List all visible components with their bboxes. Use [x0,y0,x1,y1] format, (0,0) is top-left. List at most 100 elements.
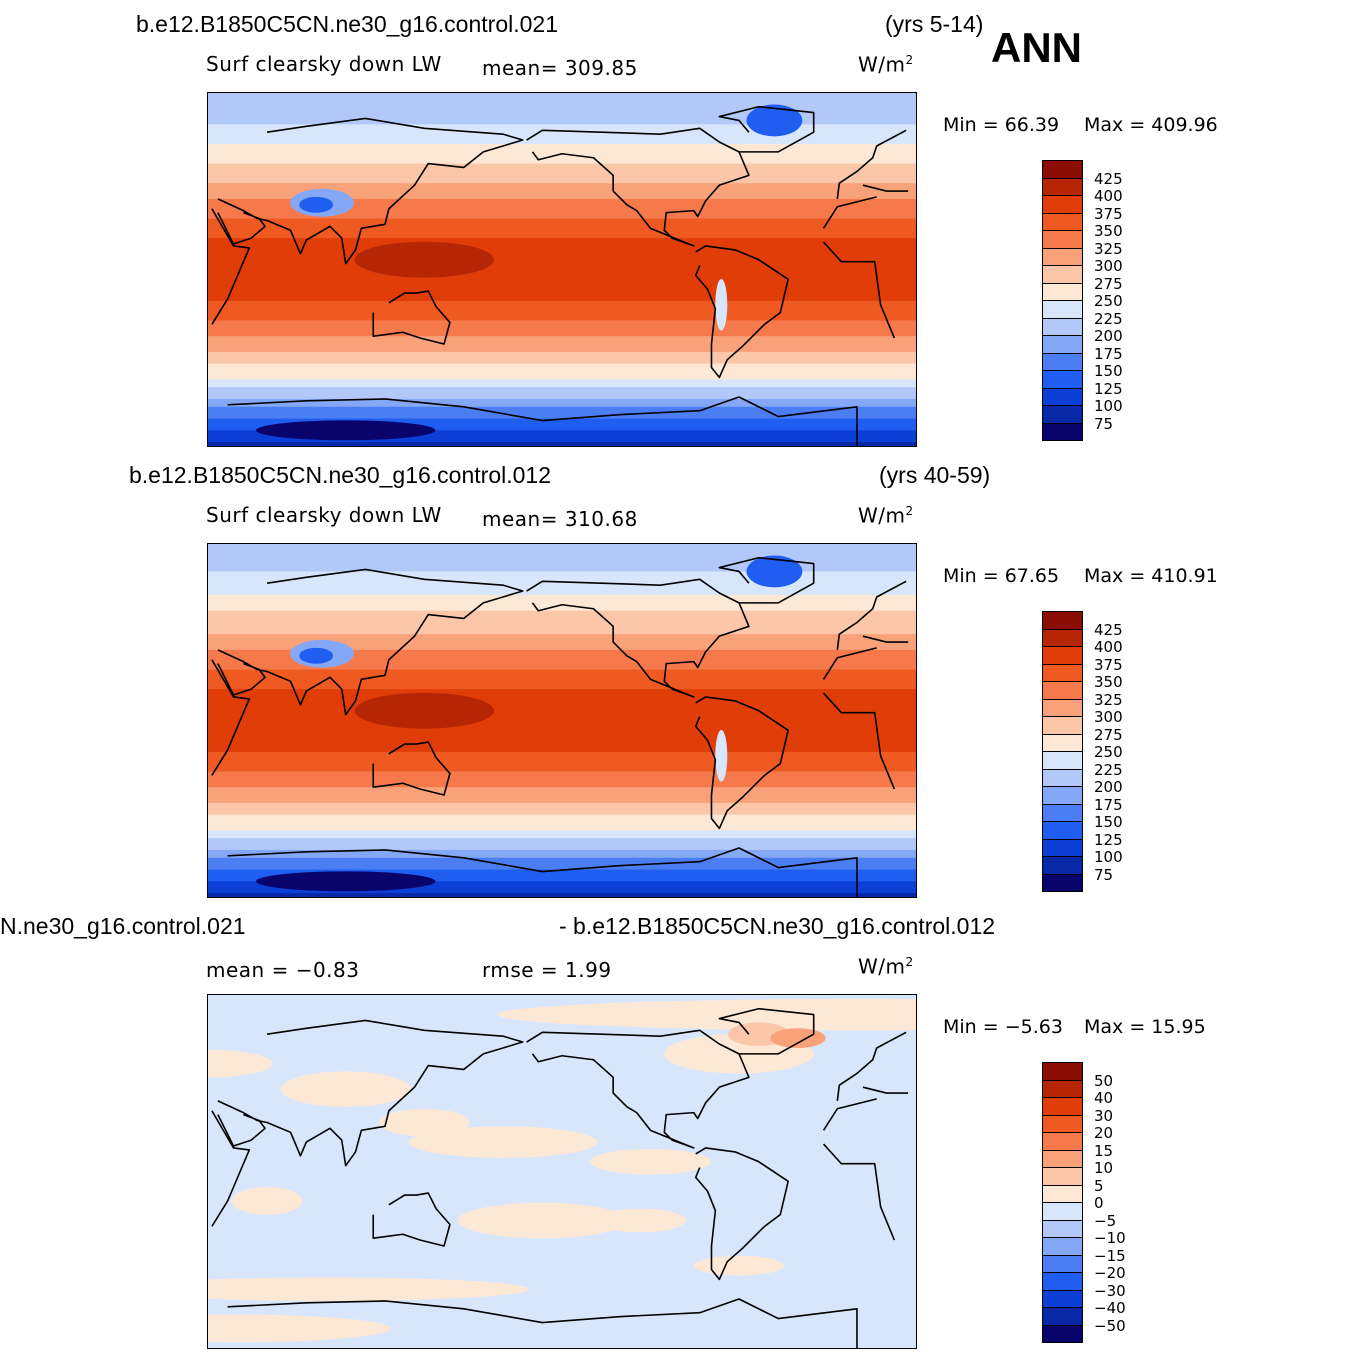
panel1-band [208,269,916,275]
panel2-colorbar-box [1042,733,1083,752]
panel2-band [208,822,916,827]
panel3-colorbar-label: −40 [1094,1299,1126,1317]
panel2-colorbar-label: 175 [1094,795,1123,814]
panel3-anomaly-patch [457,1202,627,1239]
panel2-band [208,826,916,831]
panel2-band [208,751,916,757]
panel3-colorbar-box [1042,1062,1083,1081]
panel1-band [208,214,916,220]
panel1-colorbar-label: 150 [1094,362,1123,380]
panel1-band [208,371,916,376]
panel2-colorbar-box [1042,681,1083,700]
panel2-band [208,775,916,780]
panel1-greenland-low [746,104,803,137]
panel2-colorbar-label: 250 [1094,743,1123,761]
panel2-field [208,544,916,897]
panel2-colorbar-label: 200 [1094,778,1123,796]
panel1-band [208,387,916,392]
panel2-band [208,795,916,800]
panel1-band [208,187,916,192]
panel3-coastline [217,1113,266,1147]
panel1-band [208,316,916,322]
panel2-band [208,763,916,769]
panel1-band [208,308,916,314]
panel1-tibet-core [299,196,334,213]
panel1-band [208,383,916,388]
panel2-colorbar-box [1042,873,1083,892]
panel1-band [208,234,916,239]
panel2-colorbar-box [1042,646,1083,665]
panel3-case-left: N.ne30_g16.control.021 [0,913,246,939]
panel1-band [208,238,916,243]
panel2-max: Max = 410.91 [1084,565,1218,587]
panel3-max: Max = 15.95 [1084,1016,1206,1038]
panel2-band [208,846,916,851]
panel1-band [208,300,916,306]
panel1-colorbar-label: 225 [1094,309,1123,328]
panel2-band [208,740,916,745]
panel2-colorbar-box [1042,803,1083,822]
panel1-colorbar-box [1042,370,1083,389]
panel3-case-right: - b.e12.B1850C5CN.ne30_g16.control.012 [559,913,996,939]
panel1-band [208,434,916,439]
panel1-band [208,179,916,184]
panel1-band [208,293,916,298]
panel2-colorbar-box [1042,786,1083,805]
panel2-coastline [211,647,896,790]
panel3-anomaly-patch [280,1071,411,1107]
panel2-coastline [217,568,909,716]
panel3-coastline [694,1147,789,1281]
panel1-colorbar-box [1042,335,1083,354]
panel1-colorbar-box [1042,387,1083,406]
panel1-band [208,351,916,357]
panel2-colorbar-label: 400 [1094,638,1123,656]
season-label: ANN [991,24,1082,71]
panel3-colorbar-box [1042,1114,1083,1133]
panel3-anomaly-patch [208,1277,529,1301]
panel3-colorbar: 50 40 30 20 15 10 5 0 −5 −10 −15 −20 −30 −40 −50 [1042,1062,1126,1343]
panel2-band [208,594,916,600]
panel1-band [208,410,916,416]
panel2-band [208,649,916,655]
panel1-colorbar-label: 350 [1094,222,1123,240]
panel1-band [208,96,916,102]
panel2-band [208,669,916,675]
panel1-band [208,175,916,180]
panel3-colorbar-box [1042,1324,1083,1343]
panel1-band [208,355,916,361]
panel2-band [208,889,916,894]
panel2-colorbar-box [1042,628,1083,647]
panel2-band [208,693,916,698]
panel3-colorbar-label: −20 [1094,1264,1126,1282]
panel2-colorbar-label: 225 [1094,760,1123,779]
panel2-band [208,744,916,749]
panel1-colorbar-label: 375 [1094,204,1123,223]
panel1-case-title: b.e12.B1850C5CN.ne30_g16.control.021 [136,11,558,37]
panel1-band [208,296,916,302]
panel2-band [208,547,916,553]
panel1-band [208,206,916,212]
panel2-band [208,861,916,867]
panel2-band [208,700,916,706]
panel1-band [208,406,916,412]
panel2-colorbar: 425 400 375 350 325 300 275 250 225 200 175 150 125 1… [1042,611,1123,892]
panel1-colorbar-label: 325 [1094,239,1123,258]
panel2-band [208,645,916,651]
panel3-colorbar-label: 15 [1094,1141,1114,1160]
panel3-min: Min = −5.63 [943,1016,1063,1038]
panel1-band [208,198,916,204]
panel2-antarctic-low [255,871,436,892]
panel2-colorbar-label: 125 [1094,830,1123,849]
panel1-band [208,438,916,443]
panel2-colorbar-label: 100 [1094,848,1123,866]
panel2-band [208,657,916,663]
panel1-band [208,422,916,427]
panel1-coastline [372,290,451,345]
panel3-rmse: rmse = 1.99 [482,958,612,982]
panel2-colorbar-box [1042,856,1083,875]
panel3-colorbar-label: 40 [1094,1089,1114,1107]
panel2-band [208,838,916,843]
panel3-colorbar-box [1042,1097,1083,1116]
panel3-coastline [227,1298,858,1348]
panel2-band [208,759,916,765]
